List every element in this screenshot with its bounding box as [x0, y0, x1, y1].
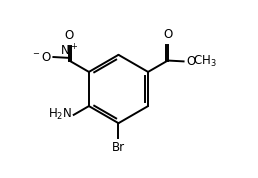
Text: H$_2$N: H$_2$N — [48, 107, 72, 122]
Text: O: O — [64, 29, 74, 42]
Text: O: O — [186, 55, 196, 68]
Text: N$^+$: N$^+$ — [60, 43, 78, 59]
Text: O: O — [163, 28, 172, 41]
Text: $^-$O: $^-$O — [31, 51, 52, 64]
Text: CH$_3$: CH$_3$ — [193, 54, 217, 69]
Text: Br: Br — [112, 141, 125, 154]
